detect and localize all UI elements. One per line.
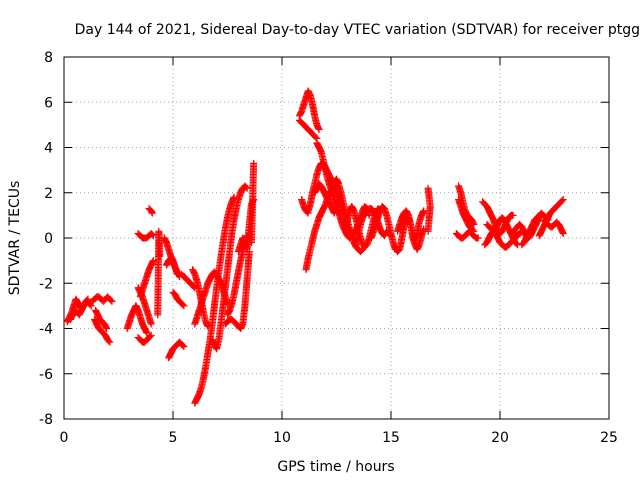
data-point-marker — [147, 320, 155, 328]
data-point-marker — [83, 296, 91, 304]
data-point-marker — [143, 329, 151, 337]
data-point-marker — [108, 297, 116, 305]
series-seg-k — [134, 229, 157, 242]
plot-border — [63, 56, 610, 420]
data-point-marker — [420, 207, 428, 215]
series-seg-ab — [295, 116, 321, 142]
data-point-marker — [559, 229, 567, 237]
series-seg-ag — [311, 180, 338, 217]
y-tick-label: 2 — [44, 186, 53, 202]
data-point-marker — [179, 341, 187, 349]
data-point-marker — [512, 240, 520, 248]
data-point-marker — [106, 338, 114, 346]
y-tick-label: 8 — [44, 50, 53, 66]
series-seg-c — [88, 293, 116, 305]
data-point-marker — [84, 295, 92, 303]
data-point-marker — [146, 332, 154, 340]
data-point-marker — [107, 296, 115, 304]
series-seg-am — [424, 184, 434, 235]
x-tick-label: 15 — [382, 430, 400, 446]
data-point-marker — [509, 211, 517, 219]
series-seg-l — [145, 205, 156, 217]
data-point-marker — [558, 197, 566, 205]
chart-title: Day 144 of 2021, Sidereal Day-to-day VTE… — [75, 22, 640, 38]
series-seg-al — [394, 207, 428, 253]
y-tick-label: -8 — [39, 412, 53, 428]
series-seg-e — [92, 306, 111, 332]
y-tick-label: -4 — [39, 322, 53, 338]
data-point-marker — [474, 234, 482, 242]
series-seg-p — [165, 338, 188, 362]
data-point-marker — [147, 331, 155, 339]
x-tick-label: 20 — [491, 430, 509, 446]
data-point-marker — [87, 302, 95, 310]
tick-labels: 0 5 10 15 20 25 -8 -6 -4 -2 0 2 4 6 8 — [39, 50, 618, 446]
y-tick-label: 6 — [44, 95, 53, 111]
series-seg-m — [154, 227, 164, 319]
series-seg-g — [132, 302, 151, 337]
y-tick-label: -2 — [39, 276, 53, 292]
data-point-marker — [315, 125, 323, 133]
series-seg-b — [67, 295, 92, 323]
series-seg-u — [191, 193, 238, 407]
series-seg-i — [136, 257, 157, 301]
data-point-marker — [204, 322, 212, 330]
series-seg-aw — [540, 216, 567, 237]
data-point-marker — [105, 337, 113, 345]
data-point-marker — [148, 231, 156, 239]
series-seg-j — [134, 331, 155, 346]
data-point-marker — [156, 252, 164, 260]
data-point-marker — [180, 302, 188, 310]
data-point-marker — [243, 184, 251, 192]
data-point-marker — [179, 301, 187, 309]
x-tick-label: 5 — [169, 430, 178, 446]
x-tick-label: 25 — [600, 430, 618, 446]
data-point-marker — [358, 246, 366, 254]
series-seg-z — [247, 159, 258, 247]
x-axis-label: GPS time / hours — [277, 459, 394, 475]
data-points — [63, 87, 567, 407]
data-point-marker — [312, 133, 320, 141]
series-seg-o — [162, 254, 181, 278]
data-point-marker — [180, 343, 188, 351]
series-seg-v — [208, 182, 251, 353]
y-tick-label: -6 — [39, 367, 53, 383]
y-tick-label: 0 — [44, 231, 53, 247]
data-point-marker — [250, 159, 258, 167]
series-seg-aa — [295, 87, 323, 133]
series-seg-r — [178, 270, 199, 292]
series-seg-ap — [452, 227, 482, 242]
data-point-marker — [330, 209, 338, 217]
x-tick-label: 0 — [60, 430, 69, 446]
data-point-marker — [424, 184, 432, 192]
series-seg-d — [91, 315, 114, 346]
y-tick-label: 4 — [44, 141, 53, 157]
data-point-marker — [242, 183, 250, 191]
data-point-marker — [148, 209, 156, 217]
x-tick-label: 10 — [273, 430, 291, 446]
y-axis-label: SDTVAR / TECUs — [7, 181, 23, 296]
data-point-marker — [559, 196, 567, 204]
series-seg-x — [221, 248, 253, 332]
data-point-marker — [420, 225, 428, 233]
data-point-marker — [103, 325, 111, 332]
series-seg-q — [169, 288, 188, 310]
